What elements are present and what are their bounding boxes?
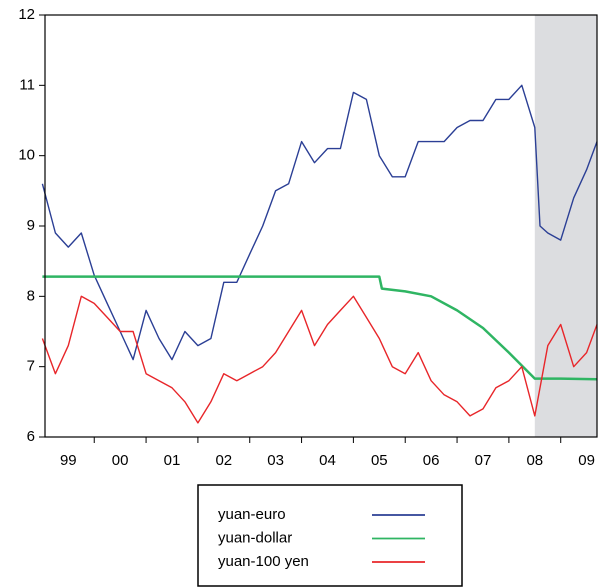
shaded-region (534, 15, 597, 437)
legend-label: yuan-dollar (218, 529, 292, 546)
y-tick-label: 12 (18, 6, 35, 23)
x-tick-label: 04 (319, 452, 336, 469)
x-tick-label: 00 (112, 452, 129, 469)
y-tick-label: 11 (19, 76, 35, 93)
y-tick-label: 9 (27, 217, 35, 234)
x-tick-label: 99 (60, 452, 77, 469)
x-tick-label: 06 (423, 452, 440, 469)
y-tick-label: 10 (18, 147, 35, 164)
x-tick-label: 08 (526, 452, 543, 469)
x-tick-label: 05 (371, 452, 388, 469)
legend-label: yuan-euro (218, 506, 286, 523)
line-series (42, 275, 598, 381)
plot-area (39, 14, 598, 443)
y-tick-label: 6 (27, 428, 35, 445)
legend (197, 484, 463, 587)
legend-label: yuan-100 yen (218, 553, 309, 570)
y-tick-label: 8 (27, 287, 35, 304)
plot-frame (44, 14, 598, 438)
line-series (41, 84, 598, 361)
x-tick-label: 07 (475, 452, 492, 469)
x-tick-label: 01 (164, 452, 181, 469)
x-tick-label: 03 (267, 452, 284, 469)
y-tick-label: 7 (27, 358, 35, 375)
x-tick-label: 02 (215, 452, 232, 469)
line-series (41, 295, 598, 424)
x-tick-label: 09 (578, 452, 595, 469)
